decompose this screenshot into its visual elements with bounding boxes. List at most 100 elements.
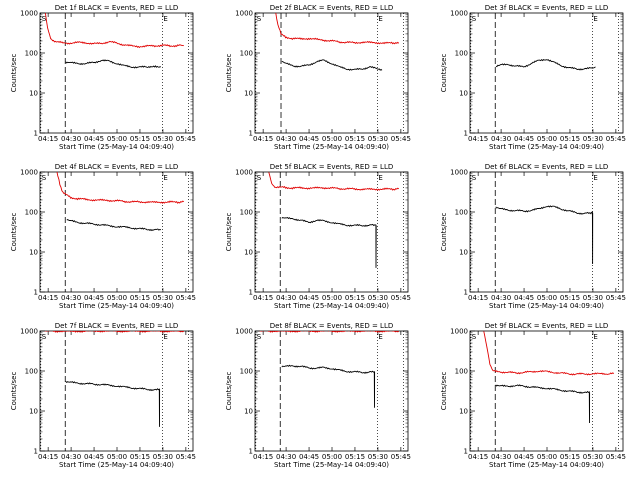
chart-title: Det 3f BLACK = Events, RED = LLD [485, 4, 608, 12]
x-tick-label: 05:15 [130, 453, 150, 461]
chart-title: Det 6f BLACK = Events, RED = LLD [485, 163, 608, 171]
x-tick-label: 04:45 [514, 135, 534, 143]
y-tick-label: 1 [249, 448, 253, 456]
x-tick-label: 04:30 [491, 135, 511, 143]
y-tick-label: 100 [455, 209, 468, 217]
x-tick-label: 05:00 [322, 294, 342, 302]
x-tick-label: 04:45 [299, 294, 319, 302]
x-axis-label: Start Time (25-May-14 04:09:40) [274, 143, 389, 151]
chart-title: Det 9f BLACK = Events, RED = LLD [485, 322, 608, 330]
x-axis-label: Start Time (25-May-14 04:09:40) [274, 302, 389, 310]
x-tick-label: 04:15 [38, 294, 58, 302]
lld-series-line [268, 172, 400, 191]
plot-frame [469, 12, 624, 134]
x-tick-label: 05:30 [583, 135, 603, 143]
x-tick-label: 04:15 [253, 294, 273, 302]
end-marker-label: E [378, 333, 382, 341]
x-tick-label: 04:45 [84, 453, 104, 461]
y-tick-label: 100 [240, 209, 253, 217]
y-tick-label: 100 [455, 368, 468, 376]
events-series-line [495, 205, 594, 265]
lld-series-line [275, 13, 400, 45]
y-tick-label: 1000 [450, 328, 468, 336]
y-tick-label: 100 [25, 50, 38, 58]
x-tick-label: 05:00 [322, 135, 342, 143]
plot-frame [39, 171, 194, 293]
x-tick-label: 04:30 [276, 135, 296, 143]
y-axis-label: Counts/sec [440, 54, 448, 93]
x-tick-label: 04:15 [468, 453, 488, 461]
x-tick-label: 04:15 [38, 135, 58, 143]
y-tick-label: 1000 [20, 169, 38, 177]
end-marker-label: E [593, 174, 597, 182]
x-tick-label: 05:15 [560, 453, 580, 461]
y-axis-label: Counts/sec [10, 213, 18, 252]
y-tick-label: 1000 [450, 10, 468, 18]
x-tick-label: 05:15 [560, 294, 580, 302]
x-tick-label: 05:45 [606, 135, 626, 143]
x-tick-label: 05:45 [176, 294, 196, 302]
x-tick-label: 04:15 [253, 135, 273, 143]
chart-title: Det 2f BLACK = Events, RED = LLD [270, 4, 393, 12]
x-tick-label: 05:15 [345, 294, 365, 302]
y-tick-label: 10 [459, 408, 468, 416]
x-tick-label: 04:45 [84, 135, 104, 143]
y-tick-label: 10 [244, 90, 253, 98]
plot-frame [469, 171, 624, 293]
x-tick-label: 04:45 [299, 135, 319, 143]
x-tick-label: 05:15 [130, 135, 150, 143]
chart-panel-8: Det 8f BLACK = Events, RED = LLD 1 10 100 10… [225, 322, 411, 469]
x-tick-label: 05:00 [537, 135, 557, 143]
x-tick-label: 05:30 [583, 294, 603, 302]
x-axis-label: Start Time (25-May-14 04:09:40) [59, 461, 174, 469]
y-tick-label: 1 [34, 289, 38, 297]
x-axis-label: Start Time (25-May-14 04:09:40) [489, 302, 604, 310]
start-marker-label: S [472, 333, 477, 341]
chart-title: Det 5f BLACK = Events, RED = LLD [270, 163, 393, 171]
x-tick-label: 04:30 [276, 453, 296, 461]
plot-frame [39, 330, 194, 452]
end-marker-label: E [593, 15, 597, 23]
x-tick-label: 05:45 [176, 453, 196, 461]
x-axis-label: Start Time (25-May-14 04:09:40) [489, 143, 604, 151]
x-tick-label: 05:15 [345, 135, 365, 143]
end-marker-label: E [163, 333, 167, 341]
y-axis-label: Counts/sec [10, 54, 18, 93]
y-tick-label: 100 [455, 50, 468, 58]
x-tick-label: 04:15 [38, 453, 58, 461]
x-tick-label: 04:45 [299, 453, 319, 461]
y-tick-label: 1000 [20, 10, 38, 18]
y-tick-label: 1 [34, 448, 38, 456]
chart-panel-3: Det 3f BLACK = Events, RED = LLD 1 10 100 10… [440, 4, 626, 151]
chart-panel-4: Det 4f BLACK = Events, RED = LLD 1 10 100 10… [10, 163, 196, 310]
y-tick-label: 10 [29, 408, 38, 416]
lld-series-line [44, 13, 184, 49]
y-tick-label: 1000 [450, 169, 468, 177]
events-series-line [65, 381, 161, 427]
y-tick-label: 1000 [235, 10, 253, 18]
start-marker-label: S [42, 15, 47, 23]
y-tick-label: 1000 [20, 328, 38, 336]
events-series-line [281, 59, 383, 71]
x-tick-label: 04:30 [491, 294, 511, 302]
plot-frame [39, 12, 194, 134]
events-series-line [65, 59, 161, 69]
y-tick-label: 1 [249, 130, 253, 138]
plot-frame [254, 12, 409, 134]
y-tick-label: 10 [459, 90, 468, 98]
x-tick-label: 04:30 [61, 294, 81, 302]
y-tick-label: 1 [464, 289, 468, 297]
end-marker-label: E [593, 333, 597, 341]
y-tick-label: 10 [29, 90, 38, 98]
y-tick-label: 1 [34, 130, 38, 138]
x-tick-label: 05:45 [606, 453, 626, 461]
x-tick-label: 05:15 [130, 294, 150, 302]
x-axis-label: Start Time (25-May-14 04:09:40) [489, 461, 604, 469]
x-tick-label: 05:00 [107, 294, 127, 302]
y-tick-label: 100 [240, 368, 253, 376]
y-tick-label: 10 [244, 249, 253, 257]
y-axis-label: Counts/sec [225, 372, 233, 411]
x-tick-label: 04:45 [514, 453, 534, 461]
chart-title: Det 1f BLACK = Events, RED = LLD [55, 4, 178, 12]
